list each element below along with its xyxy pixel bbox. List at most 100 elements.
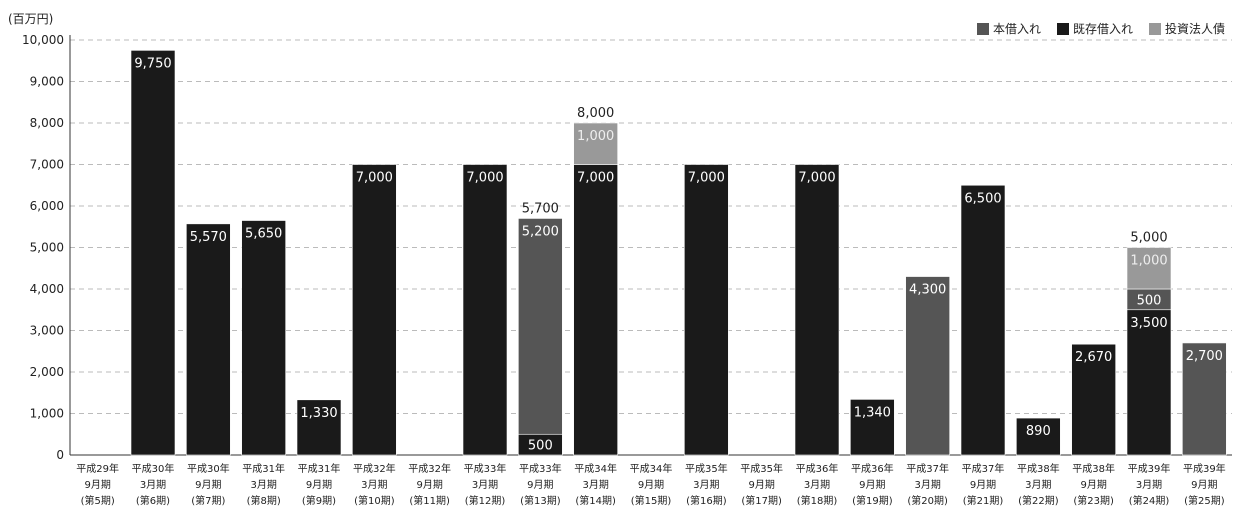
x-tick-label: 平成31年: [298, 462, 341, 475]
x-tick-label: (第12期): [465, 494, 506, 507]
bar-segment: [1126, 309, 1172, 456]
bar-value-label: 2,670: [1075, 350, 1112, 365]
x-tick-label: 9月期: [970, 479, 996, 491]
bar-segment: [518, 218, 563, 435]
x-tick-label: 平成37年: [906, 462, 949, 475]
legend-label-existing-borrowing: 既存借入れ: [1072, 22, 1133, 36]
bar-segment: [1016, 417, 1061, 456]
x-tick-label: (第21期): [963, 494, 1004, 507]
x-tick-label: (第20期): [907, 494, 948, 507]
x-tick-label: 3月期: [1025, 479, 1051, 491]
legend-item-bonds: 投資法人債: [1148, 20, 1225, 37]
x-tick-label: 平成34年: [630, 462, 673, 475]
chart-legend: 本借入れ 既存借入れ 投資法人債: [976, 20, 1225, 37]
x-tick-label: (第15期): [631, 494, 672, 507]
bar-value-label: 5,570: [190, 230, 227, 245]
bar-segment: [352, 164, 397, 456]
bar-value-label: 500: [528, 439, 553, 454]
y-tick-label: 0: [56, 448, 64, 462]
bar-segment: [573, 122, 618, 165]
y-tick-label: 6,000: [30, 199, 64, 213]
x-tick-label: (第25期): [1184, 494, 1225, 507]
bar-value-label: 1,330: [300, 406, 337, 421]
x-tick-label: 3月期: [804, 479, 830, 491]
bar-value-label: 9,750: [134, 56, 171, 71]
x-tick-label: 9月期: [859, 479, 885, 491]
x-tick-label: 平成33年: [464, 462, 507, 475]
bar-value-label: 1,000: [1130, 254, 1167, 269]
x-tick-label: 平成30年: [132, 462, 175, 475]
x-tick-label: (第9期): [302, 494, 336, 507]
bar-segment: [462, 164, 508, 456]
x-tick-label: 平成36年: [851, 462, 894, 475]
x-tick-label: (第17期): [741, 494, 782, 507]
x-tick-label: 9月期: [306, 479, 332, 491]
x-tick-label: (第16期): [686, 494, 727, 507]
x-tick-label: 9月期: [527, 479, 553, 491]
y-tick-label: 8,000: [30, 116, 64, 130]
x-tick-label: 3月期: [140, 479, 166, 491]
legend-label-main-borrowing: 本借入れ: [992, 22, 1041, 36]
bar-segment: [186, 223, 231, 456]
x-tick-label: 平成32年: [408, 462, 451, 475]
x-tick-label: 3月期: [1136, 479, 1162, 491]
bar-segment: [1071, 343, 1116, 456]
x-tick-label: 平成34年: [574, 462, 617, 475]
x-tick-label: 平成37年: [962, 462, 1005, 475]
bar-segment: [1182, 342, 1227, 456]
x-tick-label: 9月期: [1080, 479, 1106, 491]
x-tick-label: (第18期): [797, 494, 838, 507]
x-tick-label: 平成35年: [685, 462, 728, 475]
legend-item-main-borrowing: 本借入れ: [976, 20, 1041, 37]
bar-segment: [684, 164, 729, 456]
bar-segment: [130, 50, 176, 456]
x-tick-label: (第11期): [409, 494, 450, 507]
legend-swatch-bonds: [1148, 22, 1161, 35]
bar-value-label: 7,000: [688, 171, 725, 186]
x-tick-label: 9月期: [1191, 479, 1217, 491]
bar-value-label: 1,000: [577, 129, 614, 144]
x-tick-label: 平成30年: [187, 462, 230, 475]
bar-value-label: 5,650: [245, 227, 282, 242]
x-tick-label: (第10期): [354, 494, 395, 507]
x-tick-label: (第23期): [1073, 494, 1114, 507]
x-tick-label: (第8期): [247, 494, 281, 507]
x-tick-label: 平成31年: [242, 462, 285, 475]
x-tick-label: (第24期): [1129, 494, 1170, 507]
x-tick-label: 9月期: [84, 479, 110, 491]
bar-value-label: 7,000: [466, 171, 503, 186]
x-tick-label: (第7期): [191, 494, 225, 507]
x-tick-label: 3月期: [582, 479, 608, 491]
x-tick-label: 9月期: [638, 479, 664, 491]
x-tick-label: 平成39年: [1128, 462, 1171, 475]
stack-total-label: 5,700: [522, 201, 559, 216]
y-tick-label: 3,000: [30, 324, 64, 338]
bar-segment: [850, 399, 895, 456]
legend-label-bonds: 投資法人債: [1164, 22, 1225, 36]
bar-segment: [296, 399, 342, 456]
y-tick-label: 2,000: [30, 365, 64, 379]
bar-segment: [960, 184, 1006, 456]
x-tick-label: 平成35年: [740, 462, 783, 475]
x-tick-label: 平成36年: [796, 462, 839, 475]
bar-segment: [905, 276, 950, 456]
x-tick-label: (第14期): [575, 494, 616, 507]
y-tick-label: 5,000: [30, 241, 64, 255]
bar-value-label: 2,700: [1186, 349, 1223, 364]
y-tick-label: 10,000: [22, 33, 64, 47]
x-tick-label: 3月期: [361, 479, 387, 491]
bar-value-label: 7,000: [356, 171, 393, 186]
bar-value-label: 7,000: [798, 171, 835, 186]
x-tick-label: 平成29年: [76, 462, 119, 475]
bar-segment: [573, 164, 618, 456]
bar-segment: [241, 220, 286, 456]
x-tick-label: 平成33年: [519, 462, 562, 475]
x-tick-label: (第19期): [852, 494, 893, 507]
x-tick-label: 3月期: [250, 479, 276, 491]
bar-value-label: 4,300: [909, 283, 946, 298]
y-tick-label: 4,000: [30, 282, 64, 296]
bar-value-label: 7,000: [577, 171, 614, 186]
y-tick-label: 7,000: [30, 158, 64, 172]
x-tick-label: 3月期: [472, 479, 498, 491]
x-tick-label: (第5期): [81, 494, 115, 507]
